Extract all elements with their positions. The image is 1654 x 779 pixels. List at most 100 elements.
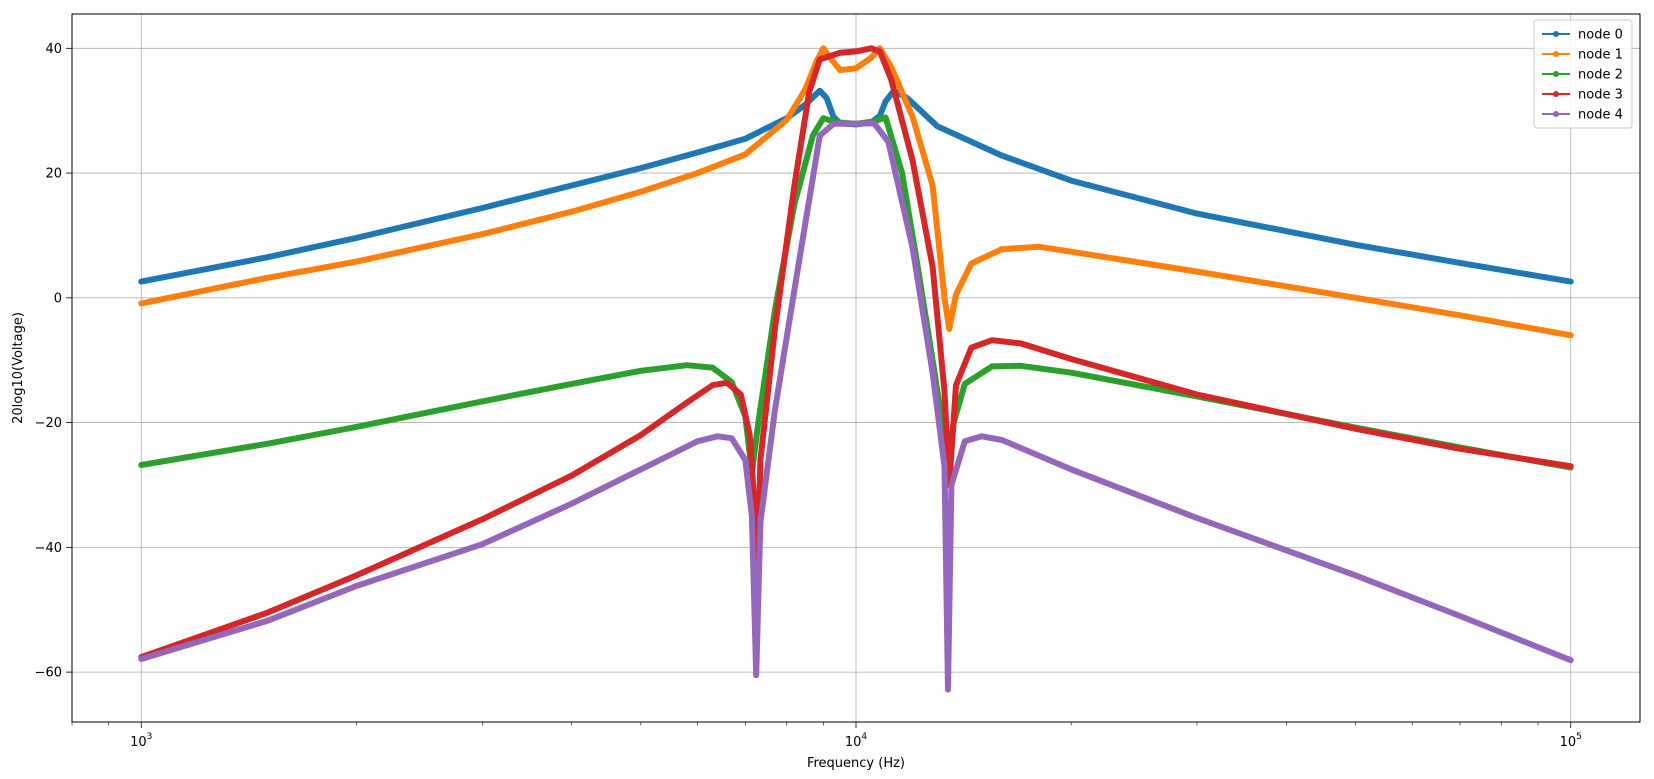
data-point bbox=[569, 501, 575, 507]
data-point bbox=[753, 672, 759, 678]
legend-entry: node 4 bbox=[1542, 108, 1623, 123]
data-point bbox=[1353, 426, 1359, 432]
data-point bbox=[1568, 657, 1574, 663]
data-point bbox=[824, 95, 830, 101]
data-point bbox=[264, 618, 270, 624]
data-point bbox=[934, 123, 941, 129]
legend-frame bbox=[1533, 19, 1633, 129]
legend-entry: node 2 bbox=[1542, 68, 1623, 83]
data-point bbox=[1194, 269, 1200, 275]
data-point bbox=[820, 115, 826, 121]
data-point bbox=[1194, 211, 1200, 217]
data-point bbox=[1068, 249, 1074, 255]
legend-marker bbox=[1553, 111, 1559, 117]
series-layer bbox=[138, 45, 1574, 693]
data-point bbox=[1457, 260, 1463, 266]
legend-marker bbox=[1553, 31, 1559, 37]
data-point bbox=[1353, 572, 1359, 579]
legend-entry: node 0 bbox=[1542, 28, 1623, 43]
data-point bbox=[817, 56, 823, 63]
data-point bbox=[772, 326, 778, 332]
legend-entry: node 1 bbox=[1542, 48, 1623, 63]
series-line bbox=[138, 45, 1574, 661]
data-point bbox=[264, 441, 270, 447]
grid bbox=[72, 14, 1640, 722]
data-point bbox=[979, 433, 985, 439]
legend-label: node 2 bbox=[1578, 68, 1623, 83]
data-point bbox=[757, 519, 764, 526]
data-point bbox=[968, 260, 974, 267]
data-point bbox=[853, 121, 859, 127]
data-point bbox=[353, 235, 359, 241]
data-point bbox=[830, 121, 837, 127]
data-point bbox=[1457, 446, 1463, 452]
data-point bbox=[353, 424, 359, 430]
data-point bbox=[638, 368, 644, 374]
data-point bbox=[757, 457, 764, 463]
legend-label: node 4 bbox=[1578, 108, 1623, 123]
data-point bbox=[772, 407, 778, 413]
data-point bbox=[1353, 242, 1359, 248]
data-point bbox=[868, 55, 874, 61]
data-point bbox=[868, 45, 874, 51]
data-point bbox=[694, 170, 701, 176]
legend-entry: node 3 bbox=[1542, 88, 1623, 103]
y-tick-label: 20 bbox=[45, 167, 62, 182]
y-tick-label: −60 bbox=[35, 666, 62, 681]
data-point bbox=[795, 264, 801, 270]
data-point bbox=[1568, 463, 1574, 469]
data-point bbox=[941, 463, 948, 469]
data-point bbox=[910, 245, 916, 251]
legend-label: node 1 bbox=[1578, 48, 1623, 63]
data-point bbox=[941, 295, 948, 301]
data-point bbox=[264, 610, 270, 616]
data-point bbox=[946, 326, 952, 332]
data-point bbox=[1457, 613, 1463, 619]
data-point bbox=[724, 380, 730, 386]
data-point bbox=[479, 541, 485, 547]
data-point bbox=[817, 133, 823, 139]
data-point bbox=[962, 381, 968, 387]
data-point bbox=[1568, 279, 1574, 285]
series-node-4 bbox=[138, 120, 1574, 693]
data-point bbox=[910, 114, 916, 120]
data-point bbox=[353, 583, 359, 589]
data-point bbox=[877, 48, 883, 55]
data-point bbox=[999, 437, 1005, 443]
data-point bbox=[910, 158, 916, 164]
data-point bbox=[871, 120, 877, 126]
data-point bbox=[1068, 356, 1074, 362]
data-point bbox=[1018, 363, 1024, 369]
data-point bbox=[999, 246, 1005, 252]
data-point bbox=[138, 300, 144, 306]
data-point bbox=[930, 370, 936, 376]
data-point bbox=[264, 254, 270, 260]
data-point bbox=[569, 182, 575, 189]
legend: node 0 node 1 node 2 node 3 node 4 bbox=[1533, 19, 1633, 129]
ticks: 103 104 105 40 20 0 −20 −40 −60 bbox=[35, 42, 1582, 750]
data-point bbox=[806, 89, 812, 95]
data-point bbox=[755, 420, 761, 426]
data-point bbox=[694, 438, 701, 444]
data-point bbox=[684, 362, 690, 368]
data-point bbox=[638, 165, 644, 171]
data-point bbox=[747, 432, 753, 438]
x-tick-label: 104 bbox=[845, 732, 868, 750]
data-point bbox=[742, 151, 748, 157]
data-point bbox=[710, 365, 716, 371]
data-point bbox=[479, 398, 485, 404]
data-point bbox=[930, 264, 936, 270]
legend-marker bbox=[1553, 71, 1559, 77]
data-point bbox=[1568, 332, 1574, 338]
data-point bbox=[817, 88, 823, 94]
data-point bbox=[138, 656, 144, 662]
data-point bbox=[742, 457, 748, 463]
x-axis-label: Frequency (Hz) bbox=[807, 756, 905, 771]
legend-label: node 3 bbox=[1578, 88, 1623, 103]
data-point bbox=[899, 170, 905, 176]
data-point bbox=[885, 139, 892, 145]
y-tick-label: 40 bbox=[45, 42, 62, 57]
data-point bbox=[353, 572, 359, 579]
data-point bbox=[1194, 515, 1200, 521]
